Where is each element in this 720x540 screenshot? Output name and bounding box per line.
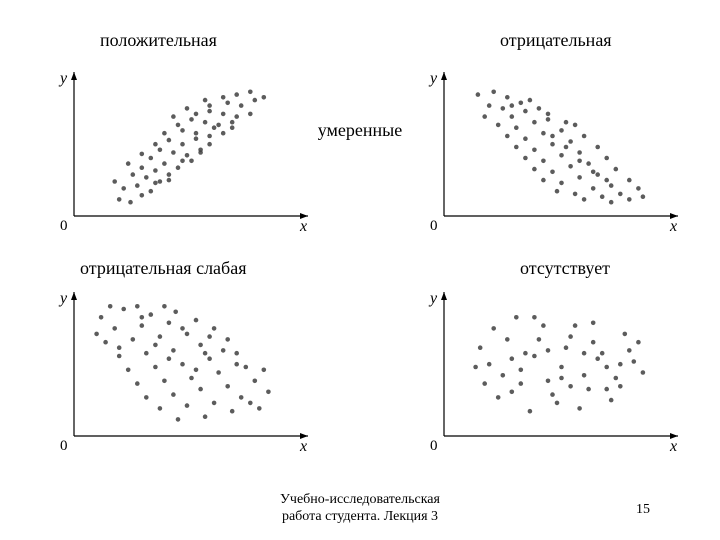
heading-negative: отрицательная xyxy=(500,30,612,51)
y-axis-label: y xyxy=(430,290,437,308)
chart-negative-weak: y 0 x xyxy=(60,290,310,450)
origin-label: 0 xyxy=(60,218,68,235)
chart-negative-moderate: y 0 x xyxy=(430,70,680,230)
chart-none: y 0 x xyxy=(430,290,680,450)
chart-positive-moderate: y 0 x xyxy=(60,70,310,230)
scatter-svg xyxy=(430,290,680,450)
heading-none: отсутствует xyxy=(520,258,610,279)
heading-moderate: умеренные xyxy=(300,120,420,141)
y-axis-label: y xyxy=(60,290,67,308)
origin-label: 0 xyxy=(60,438,68,455)
page-number: 15 xyxy=(636,502,650,518)
x-axis-label: x xyxy=(300,218,307,236)
y-axis-label: y xyxy=(60,70,67,88)
footer-line1: Учебно-исследовательская xyxy=(280,492,440,507)
x-axis-label: x xyxy=(670,218,677,236)
slide: { "labels": { "top_left": "положительная… xyxy=(0,0,720,540)
footer-line2: работа студента. Лекция 3 xyxy=(282,509,438,524)
scatter-svg xyxy=(60,70,310,230)
origin-label: 0 xyxy=(430,438,438,455)
x-axis-label: x xyxy=(300,438,307,456)
footer: Учебно-исследовательская работа студента… xyxy=(0,492,720,526)
scatter-svg xyxy=(430,70,680,230)
y-axis-label: y xyxy=(430,70,437,88)
scatter-svg xyxy=(60,290,310,450)
origin-label: 0 xyxy=(430,218,438,235)
heading-positive: положительная xyxy=(100,30,217,51)
heading-neg-weak: отрицательная слабая xyxy=(80,258,246,279)
x-axis-label: x xyxy=(670,438,677,456)
